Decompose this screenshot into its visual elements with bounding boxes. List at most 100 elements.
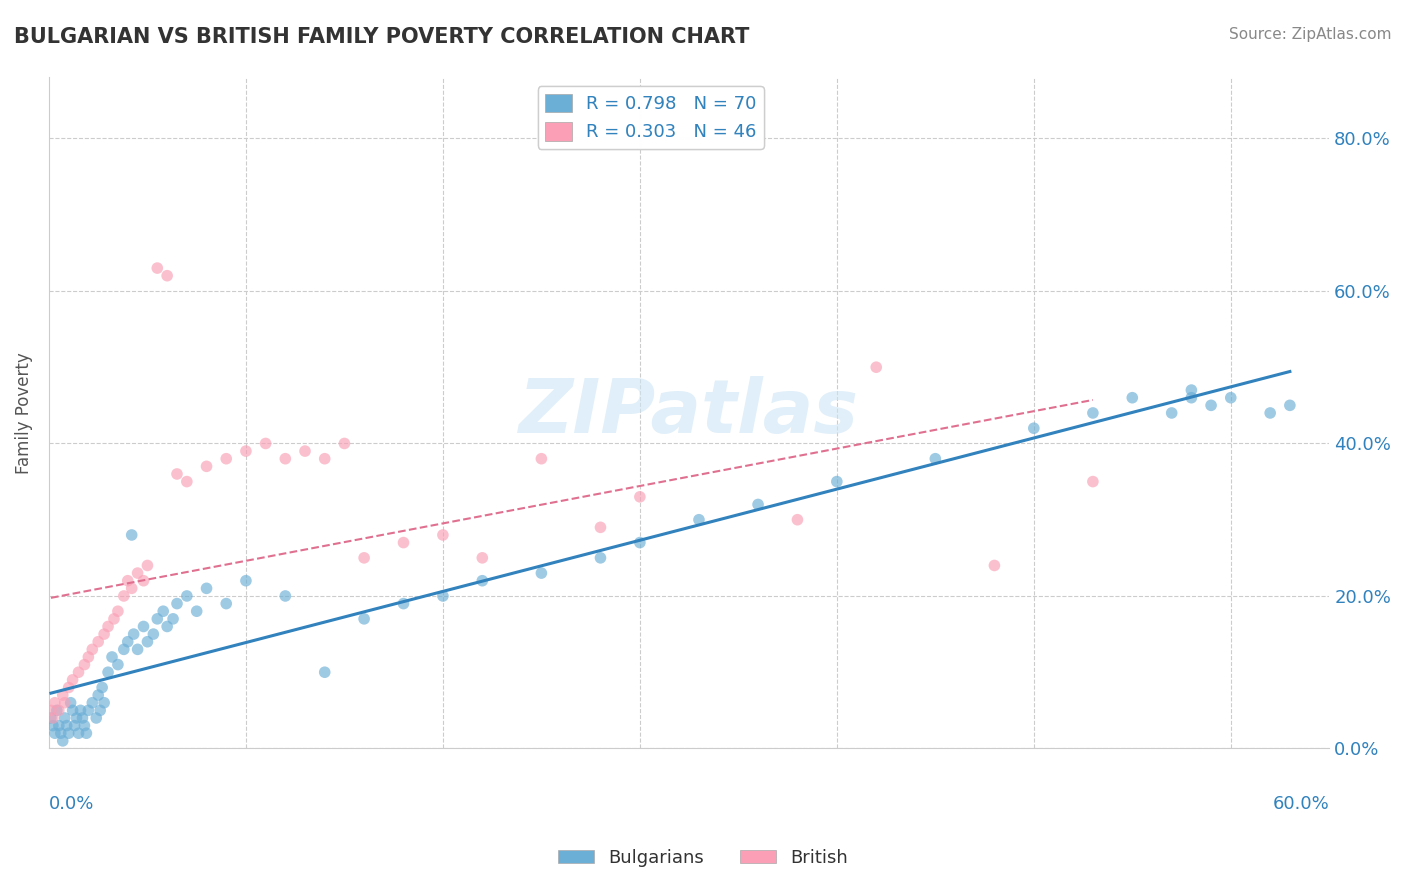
Point bbox=[471, 574, 494, 588]
Point bbox=[166, 597, 188, 611]
Point bbox=[747, 498, 769, 512]
Point bbox=[353, 550, 375, 565]
Point bbox=[97, 665, 120, 680]
Point bbox=[176, 475, 198, 489]
Point bbox=[48, 703, 70, 717]
Point bbox=[392, 597, 415, 611]
Point bbox=[127, 642, 149, 657]
Point bbox=[162, 612, 184, 626]
Point bbox=[432, 528, 454, 542]
Point bbox=[82, 696, 104, 710]
Point bbox=[132, 619, 155, 633]
Point bbox=[69, 703, 91, 717]
Text: 60.0%: 60.0% bbox=[1272, 796, 1329, 814]
Point bbox=[156, 619, 179, 633]
Point bbox=[1022, 421, 1045, 435]
Point bbox=[73, 657, 96, 672]
Text: Source: ZipAtlas.com: Source: ZipAtlas.com bbox=[1229, 27, 1392, 42]
Text: BULGARIAN VS BRITISH FAMILY POVERTY CORRELATION CHART: BULGARIAN VS BRITISH FAMILY POVERTY CORR… bbox=[14, 27, 749, 46]
Point bbox=[39, 703, 62, 717]
Point bbox=[688, 513, 710, 527]
Point bbox=[142, 627, 165, 641]
Point bbox=[112, 589, 135, 603]
Point bbox=[107, 604, 129, 618]
Point bbox=[274, 589, 297, 603]
Point bbox=[87, 634, 110, 648]
Point bbox=[1258, 406, 1281, 420]
Point bbox=[146, 612, 169, 626]
Point bbox=[117, 574, 139, 588]
Point bbox=[1278, 398, 1301, 412]
Point bbox=[825, 475, 848, 489]
Point bbox=[67, 665, 90, 680]
Point bbox=[176, 589, 198, 603]
Point bbox=[121, 582, 143, 596]
Point bbox=[75, 726, 97, 740]
Point bbox=[72, 711, 94, 725]
Point bbox=[186, 604, 208, 618]
Point bbox=[146, 261, 169, 276]
Point bbox=[274, 451, 297, 466]
Point bbox=[42, 718, 65, 732]
Point bbox=[314, 665, 336, 680]
Point bbox=[48, 718, 70, 732]
Point bbox=[58, 681, 80, 695]
Point bbox=[432, 589, 454, 603]
Point bbox=[1219, 391, 1241, 405]
Point bbox=[58, 726, 80, 740]
Point bbox=[530, 451, 553, 466]
Point bbox=[59, 696, 82, 710]
Point bbox=[77, 650, 100, 665]
Point bbox=[127, 566, 149, 580]
Point bbox=[589, 550, 612, 565]
Point bbox=[136, 558, 159, 573]
Point bbox=[1121, 391, 1143, 405]
Point bbox=[65, 711, 87, 725]
Point bbox=[55, 718, 77, 732]
Point bbox=[235, 574, 257, 588]
Point bbox=[195, 582, 218, 596]
Point bbox=[1199, 398, 1222, 412]
Point bbox=[63, 718, 86, 732]
Point bbox=[103, 612, 125, 626]
Point bbox=[107, 657, 129, 672]
Point bbox=[101, 650, 124, 665]
Point bbox=[215, 597, 238, 611]
Point bbox=[195, 459, 218, 474]
Point bbox=[62, 673, 84, 687]
Point bbox=[52, 734, 75, 748]
Point bbox=[1180, 391, 1202, 405]
Text: ZIPatlas: ZIPatlas bbox=[519, 376, 859, 450]
Point bbox=[93, 627, 115, 641]
Point bbox=[112, 642, 135, 657]
Point bbox=[628, 535, 651, 549]
Point bbox=[589, 520, 612, 534]
Point bbox=[39, 711, 62, 725]
Point bbox=[152, 604, 174, 618]
Point bbox=[254, 436, 277, 450]
Point bbox=[1180, 383, 1202, 397]
Point bbox=[333, 436, 356, 450]
Point bbox=[471, 550, 494, 565]
Point bbox=[314, 451, 336, 466]
Point bbox=[156, 268, 179, 283]
Point bbox=[628, 490, 651, 504]
Point bbox=[87, 688, 110, 702]
Point bbox=[530, 566, 553, 580]
Legend: Bulgarians, British: Bulgarians, British bbox=[550, 842, 856, 874]
Point bbox=[122, 627, 145, 641]
Point bbox=[924, 451, 946, 466]
Point bbox=[1160, 406, 1182, 420]
Point bbox=[62, 703, 84, 717]
Point bbox=[97, 619, 120, 633]
Point bbox=[136, 634, 159, 648]
Point bbox=[82, 642, 104, 657]
Point bbox=[53, 696, 76, 710]
Point bbox=[215, 451, 238, 466]
Point bbox=[91, 681, 114, 695]
Point bbox=[44, 726, 66, 740]
Point bbox=[166, 467, 188, 481]
Point bbox=[983, 558, 1005, 573]
Point bbox=[77, 703, 100, 717]
Point bbox=[73, 718, 96, 732]
